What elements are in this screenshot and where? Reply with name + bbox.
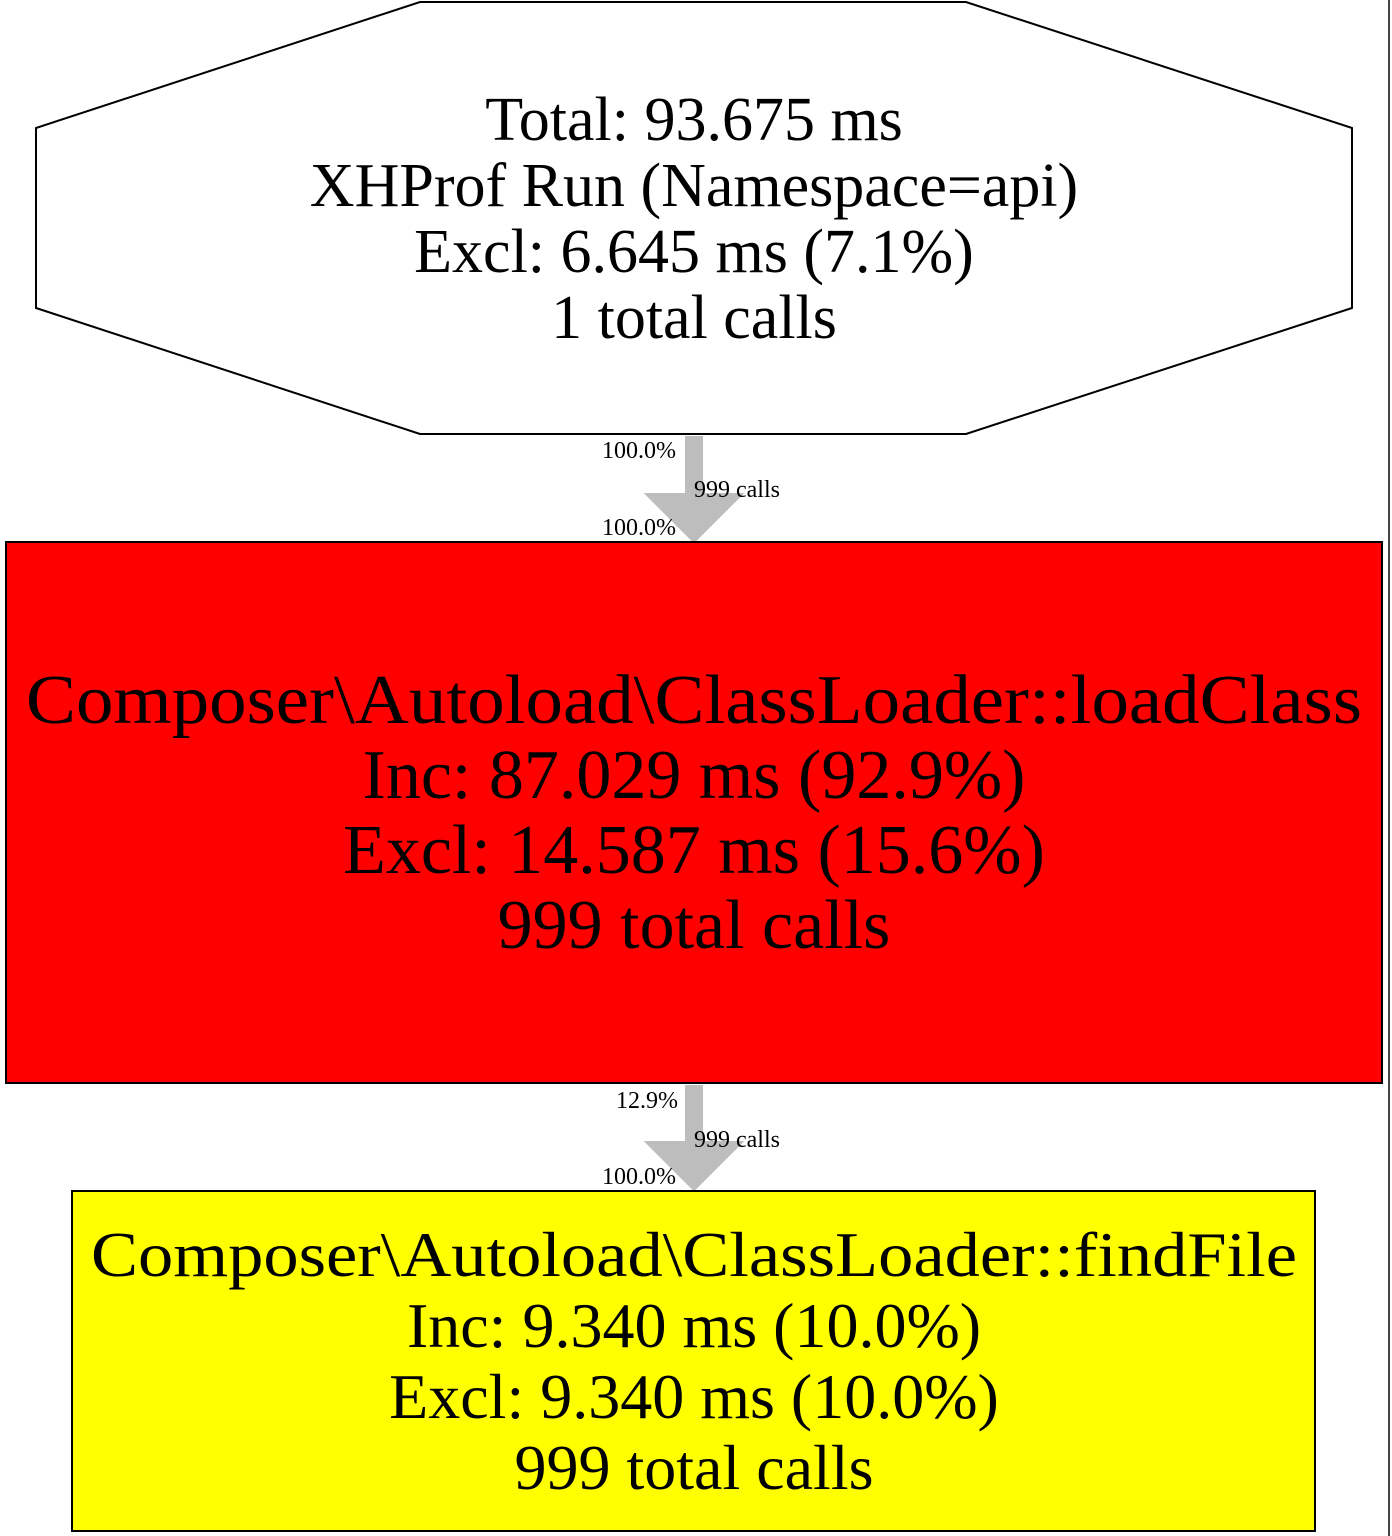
node-findfile-shape bbox=[71, 1190, 1316, 1532]
edge-loadclass-to-findfile[interactable]: 12.9% 999 calls 100.0% bbox=[602, 1085, 780, 1192]
node-findfile-excl: Excl: 9.340 ms (10.0%) bbox=[389, 1361, 999, 1432]
node-loadclass[interactable]: Composer\Autoload\ClassLoader::loadClass… bbox=[5, 541, 1383, 1084]
edge-loadclass-to-findfile-head-label: 100.0% bbox=[602, 1164, 676, 1190]
edge-loadclass-to-findfile-tail-label: 12.9% bbox=[616, 1088, 678, 1114]
node-root[interactable]: Total: 93.675 ms XHProf Run (Namespace=a… bbox=[35, 0, 1353, 435]
node-loadclass-calls: 999 total calls bbox=[498, 887, 891, 964]
node-loadclass-inc: Inc: 87.029 ms (92.9%) bbox=[363, 737, 1026, 814]
edge-root-to-loadclass-arrowhead bbox=[643, 493, 745, 544]
node-root-excl: Excl: 6.645 ms (7.1%) bbox=[414, 218, 974, 286]
node-findfile-function-name: Composer\Autoload\ClassLoader::findFile bbox=[91, 1219, 1297, 1290]
node-root-calls: 1 total calls bbox=[551, 284, 837, 352]
edge-root-to-loadclass-tail-label: 100.0% bbox=[602, 438, 676, 464]
edge-root-to-loadclass-head-label: 100.0% bbox=[602, 515, 676, 541]
node-root-run: XHProf Run (Namespace=api) bbox=[310, 152, 1078, 220]
node-loadclass-shape bbox=[5, 541, 1383, 1084]
edge-root-to-loadclass-calls-label: 999 calls bbox=[694, 477, 780, 503]
edge-loadclass-to-findfile-arrowhead bbox=[643, 1141, 745, 1192]
edge-root-to-loadclass[interactable]: 100.0% 999 calls 100.0% bbox=[602, 436, 780, 544]
node-findfile[interactable]: Composer\Autoload\ClassLoader::findFile … bbox=[71, 1190, 1316, 1532]
node-findfile-calls: 999 total calls bbox=[514, 1432, 873, 1503]
node-loadclass-function-name: Composer\Autoload\ClassLoader::loadClass bbox=[26, 662, 1362, 739]
node-loadclass-excl: Excl: 14.587 ms (15.6%) bbox=[343, 812, 1045, 889]
node-root-title: Total: 93.675 ms bbox=[485, 86, 903, 154]
node-findfile-inc: Inc: 9.340 ms (10.0%) bbox=[407, 1290, 981, 1361]
node-root-shape bbox=[35, 0, 1353, 435]
edge-loadclass-to-findfile-calls-label: 999 calls bbox=[694, 1127, 780, 1153]
